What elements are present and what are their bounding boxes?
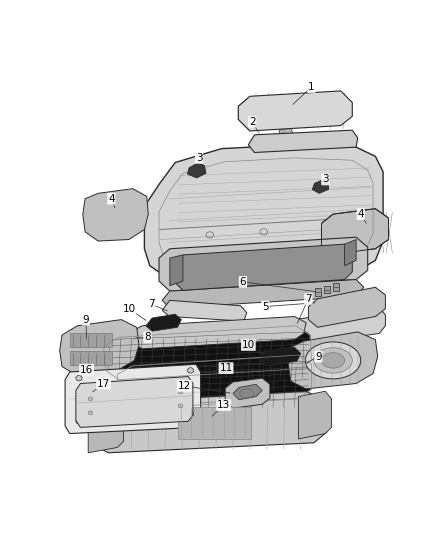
- Polygon shape: [312, 180, 328, 193]
- Text: 7: 7: [305, 294, 312, 304]
- Polygon shape: [345, 239, 356, 265]
- Polygon shape: [175, 244, 352, 290]
- Polygon shape: [190, 167, 201, 177]
- Text: 3: 3: [196, 153, 202, 163]
- Bar: [102, 204, 137, 223]
- Polygon shape: [170, 255, 183, 286]
- Polygon shape: [233, 384, 262, 400]
- Text: 16: 16: [80, 365, 93, 375]
- Bar: [333, 284, 339, 291]
- Text: 9: 9: [315, 352, 322, 361]
- Bar: [177, 407, 251, 439]
- Polygon shape: [162, 301, 247, 321]
- Polygon shape: [329, 99, 350, 112]
- Text: 1: 1: [308, 82, 315, 92]
- Polygon shape: [145, 145, 383, 286]
- Polygon shape: [225, 378, 270, 408]
- Text: 4: 4: [357, 209, 364, 219]
- Ellipse shape: [305, 342, 361, 379]
- Polygon shape: [287, 308, 385, 345]
- Polygon shape: [65, 364, 201, 433]
- Polygon shape: [93, 198, 140, 233]
- Ellipse shape: [321, 353, 345, 368]
- Text: 5: 5: [262, 302, 268, 311]
- Text: 10: 10: [242, 340, 255, 350]
- Polygon shape: [131, 317, 306, 349]
- Polygon shape: [308, 287, 385, 327]
- Text: 9: 9: [82, 314, 89, 325]
- Polygon shape: [288, 332, 378, 389]
- Ellipse shape: [314, 348, 352, 373]
- Polygon shape: [60, 320, 139, 376]
- Polygon shape: [146, 314, 181, 331]
- Ellipse shape: [76, 375, 82, 381]
- Text: 6: 6: [240, 277, 246, 287]
- Text: 2: 2: [249, 117, 255, 127]
- Ellipse shape: [187, 411, 194, 416]
- Polygon shape: [83, 189, 148, 241]
- Polygon shape: [88, 391, 327, 453]
- Polygon shape: [103, 326, 311, 379]
- Ellipse shape: [187, 368, 194, 373]
- Polygon shape: [248, 130, 358, 152]
- Ellipse shape: [178, 404, 183, 408]
- Polygon shape: [279, 128, 293, 139]
- Text: 3: 3: [322, 174, 328, 184]
- Polygon shape: [162, 280, 364, 308]
- Polygon shape: [298, 391, 332, 439]
- Polygon shape: [238, 91, 352, 131]
- Polygon shape: [259, 348, 301, 366]
- Ellipse shape: [178, 390, 183, 394]
- Text: 4: 4: [108, 193, 115, 204]
- Text: 8: 8: [144, 332, 151, 342]
- Bar: [324, 286, 330, 294]
- Ellipse shape: [88, 397, 93, 401]
- Ellipse shape: [76, 418, 82, 424]
- Text: 11: 11: [219, 363, 233, 373]
- Polygon shape: [88, 407, 124, 453]
- Bar: [70, 351, 112, 365]
- Polygon shape: [76, 377, 193, 427]
- Ellipse shape: [88, 411, 93, 415]
- Bar: [70, 334, 112, 348]
- Polygon shape: [187, 163, 206, 178]
- Polygon shape: [321, 209, 389, 254]
- Text: 12: 12: [178, 381, 191, 391]
- Text: 17: 17: [97, 378, 110, 389]
- Bar: [314, 288, 321, 296]
- Text: 10: 10: [123, 304, 135, 314]
- Text: 7: 7: [148, 299, 155, 309]
- Polygon shape: [159, 237, 367, 291]
- Polygon shape: [117, 355, 311, 409]
- Text: 13: 13: [217, 400, 230, 410]
- Polygon shape: [238, 96, 250, 131]
